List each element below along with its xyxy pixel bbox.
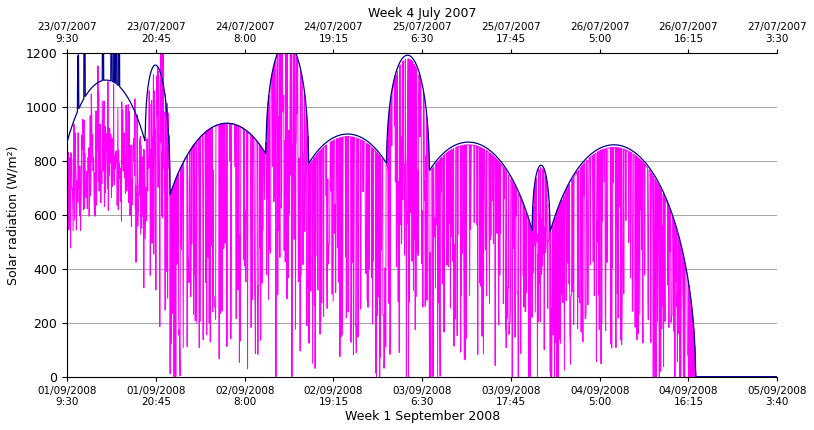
Title: Week 4 July 2007: Week 4 July 2007 [368,7,476,20]
Y-axis label: Solar radiation (W/m²): Solar radiation (W/m²) [7,145,20,285]
X-axis label: Week 1 September 2008: Week 1 September 2008 [344,410,500,423]
